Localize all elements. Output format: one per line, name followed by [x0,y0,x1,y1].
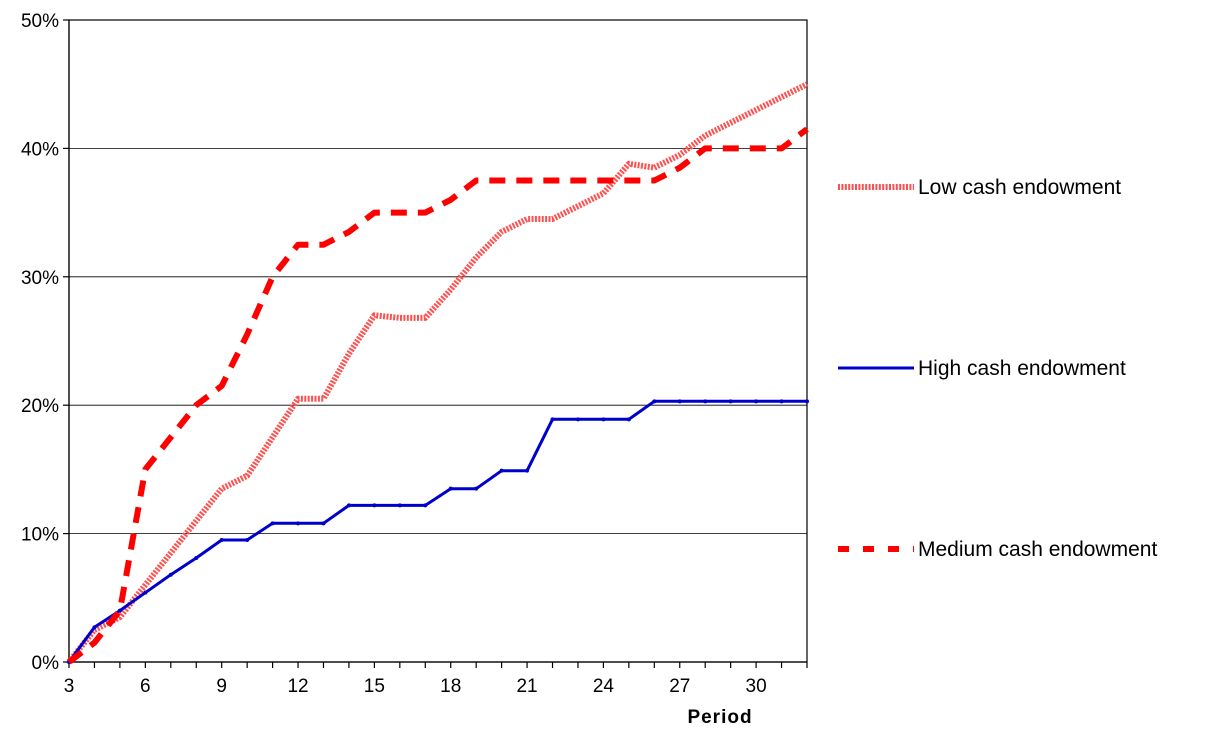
y-axis: 0% 10% 20% 30% 40% 50% [21,11,70,674]
data-point [423,503,428,508]
data-point [754,399,759,404]
data-point [601,417,606,422]
data-point [474,486,479,491]
y-tick-label: 20% [21,396,59,417]
data-point [194,555,199,560]
x-tick-label: 24 [593,676,615,697]
data-point [92,625,97,630]
data-point [525,468,530,473]
data-point [346,503,351,508]
data-point [652,399,657,404]
x-tick-label: 12 [287,676,308,697]
data-point [448,486,453,491]
legend-label-1: High cash endowment [918,357,1126,380]
data-point [270,521,275,526]
x-tick-label: 30 [746,676,767,697]
series-line-0 [66,81,809,664]
x-tick-label: 15 [364,676,385,697]
y-tick-label: 10% [21,525,59,546]
data-point [677,399,682,404]
data-point [703,399,708,404]
data-point [805,399,809,404]
x-tick-label: 9 [216,676,227,697]
data-point [626,417,631,422]
data-point [168,572,173,577]
x-axis: 3 6 9 12 15 18 21 24 27 30 [64,661,808,697]
data-point [575,417,580,422]
data-point [117,608,122,613]
series-line-1 [67,399,809,664]
x-tick-label: 18 [440,676,461,697]
data-point [219,538,224,543]
data-point [296,521,301,526]
legend: Low cash endowment High cash endowment Med… [838,176,1157,561]
y-tick-label: 40% [21,139,59,160]
y-tick-label: 50% [21,11,59,32]
data-point [550,417,555,422]
x-tick-label: 3 [64,676,75,697]
series-line-2 [67,126,809,665]
data-point [245,538,250,543]
data-point [728,399,733,404]
data-point [397,503,402,508]
y-tick-label: 30% [21,268,59,289]
data-point [321,521,326,526]
plot-background [69,20,807,662]
data-point [372,503,377,508]
data-point [779,399,784,404]
data-point [499,468,504,473]
x-tick-label: 21 [516,676,537,697]
legend-label-0: Low cash endowment [918,176,1121,199]
x-tick-label: 27 [669,676,690,697]
legend-label-2: Medium cash endowment [918,538,1157,561]
y-tick-label: 0% [32,653,60,674]
x-tick-label: 6 [140,676,151,697]
data-point [143,590,148,595]
series-layer [66,81,809,665]
x-axis-title: Period [687,707,752,728]
